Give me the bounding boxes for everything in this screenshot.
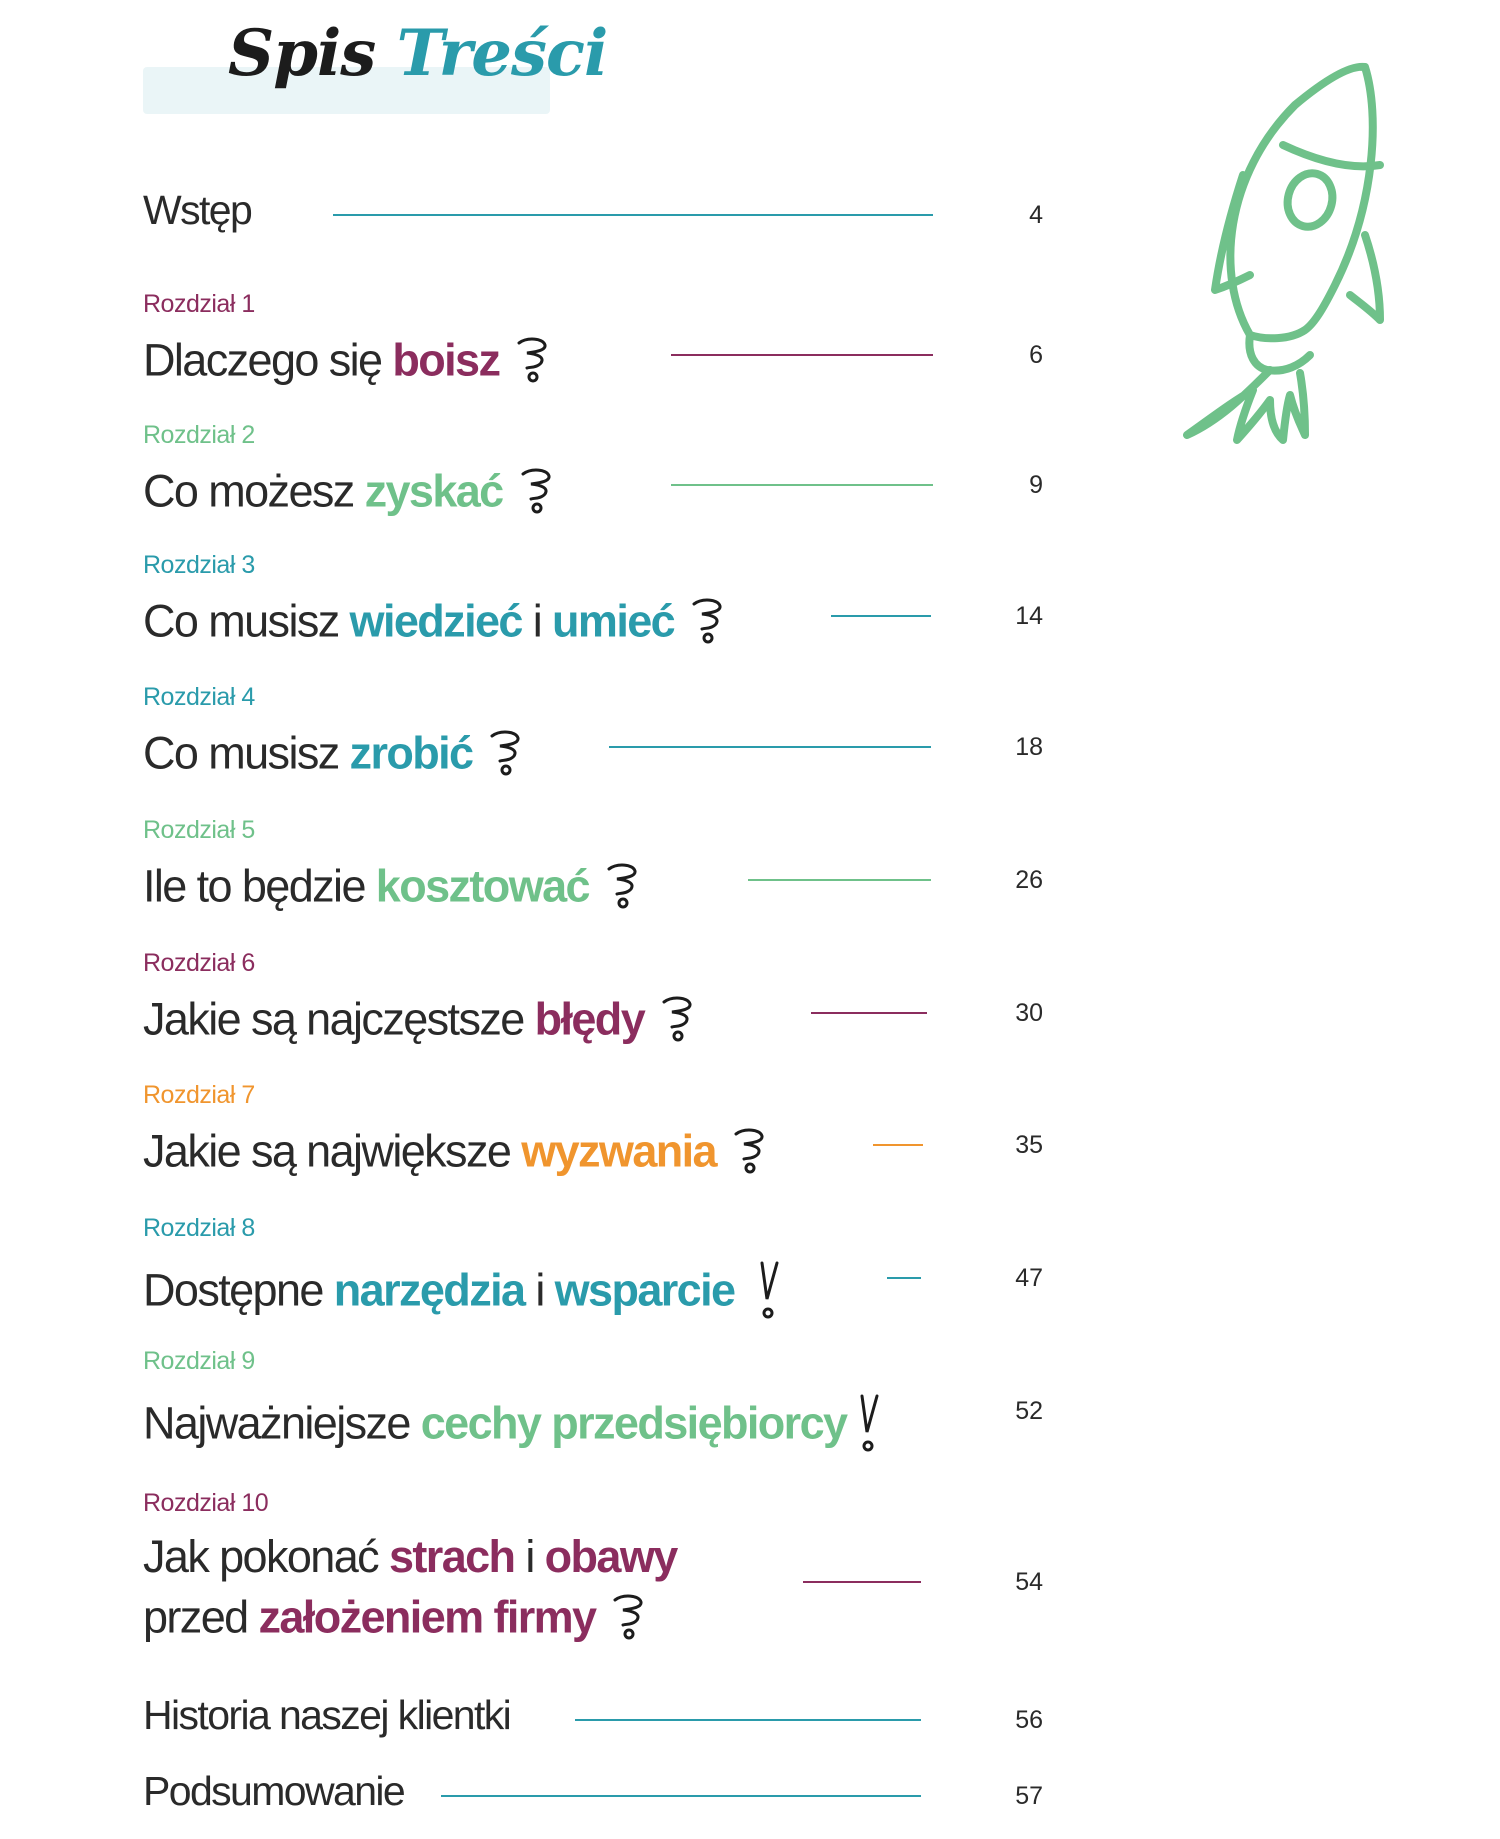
chapter-label: Rozdział 4 (143, 683, 255, 711)
toc-entry-chapter-10[interactable]: Rozdział 10 Jak pokonać strach i obawy p… (143, 1484, 1043, 1654)
page-number: 54 (1015, 1568, 1043, 1596)
entry-title: Dostępne narzędzia i wsparcie (143, 1259, 782, 1328)
entry-title: Jakie są najczęstsze błędy (143, 994, 698, 1051)
question-mark-icon (517, 466, 557, 523)
page-number: 56 (1015, 1706, 1043, 1734)
page-number: 18 (1015, 733, 1043, 761)
exclamation-mark-icon (758, 1259, 782, 1328)
entry-title: Wstęp (143, 187, 253, 233)
question-mark-icon (658, 994, 698, 1051)
entry-title: Dlaczego się boisz (143, 335, 553, 392)
question-mark-icon (513, 335, 553, 392)
entry-title-line-1: Jak pokonać strach i obawy (143, 1531, 678, 1582)
chapter-label: Rozdział 3 (143, 551, 255, 579)
entry-title: Jakie są największe wyzwania (143, 1126, 770, 1183)
chapter-label: Rozdział 1 (143, 290, 255, 318)
leader-line (333, 214, 933, 216)
toc-entry-chapter-9[interactable]: Rozdział 9 Najważniejsze cechy przedsięb… (143, 1342, 1043, 1452)
entry-title-line-2: przed założeniem firmy (143, 1592, 649, 1649)
toc-entry-chapter-5[interactable]: Rozdział 5 Ile to będzie kosztować 26 (143, 811, 1043, 921)
chapter-label: Rozdział 8 (143, 1214, 255, 1242)
toc-entry-client-story[interactable]: Historia naszej klientki 56 (143, 1690, 1043, 1750)
entry-title: Co musisz zrobić (143, 728, 526, 785)
page-title: Spis Treści (228, 16, 608, 91)
leader-line (803, 1581, 921, 1583)
toc-entry-chapter-2[interactable]: Rozdział 2 Co możesz zyskać 9 (143, 416, 1043, 526)
question-mark-icon (688, 596, 728, 653)
entry-title: Podsumowanie (143, 1768, 406, 1814)
chapter-label: Rozdział 7 (143, 1081, 255, 1109)
leader-line (575, 1719, 921, 1721)
toc-entry-chapter-4[interactable]: Rozdział 4 Co musisz zrobić 18 (143, 678, 1043, 788)
entry-title: Historia naszej klientki (143, 1692, 512, 1738)
question-mark-icon (486, 728, 526, 785)
leader-line (873, 1144, 923, 1146)
toc-entry-intro[interactable]: Wstęp 4 (143, 185, 1043, 245)
entry-title: Co musisz wiedzieć i umieć (143, 596, 728, 653)
rocket-icon (1183, 62, 1384, 444)
exclamation-mark-icon (858, 1392, 882, 1461)
toc-entry-chapter-3[interactable]: Rozdział 3 Co musisz wiedzieć i umieć 14 (143, 546, 1043, 656)
chapter-label: Rozdział 9 (143, 1347, 255, 1375)
chapter-label: Rozdział 6 (143, 949, 255, 977)
page-number: 6 (1029, 341, 1043, 369)
toc-entry-chapter-1[interactable]: Rozdział 1 Dlaczego się boisz 6 (143, 285, 1043, 395)
page-number: 35 (1015, 1131, 1043, 1159)
page-number: 14 (1015, 602, 1043, 630)
chapter-label: Rozdział 5 (143, 816, 255, 844)
header-band (143, 67, 550, 114)
page-number: 30 (1015, 999, 1043, 1027)
toc-entry-chapter-7[interactable]: Rozdział 7 Jakie są największe wyzwania … (143, 1076, 1043, 1186)
leader-line (811, 1012, 927, 1014)
question-mark-icon (730, 1126, 770, 1183)
page-number: 57 (1015, 1782, 1043, 1810)
leader-line (831, 615, 931, 617)
leader-line (748, 879, 931, 881)
leader-line (609, 746, 931, 748)
toc-entry-summary[interactable]: Podsumowanie 57 (143, 1766, 1043, 1826)
toc-entry-chapter-8[interactable]: Rozdział 8 Dostępne narzędzia i wsparcie… (143, 1209, 1043, 1319)
leader-line (887, 1277, 921, 1279)
page-number: 47 (1015, 1264, 1043, 1292)
entry-title: Co możesz zyskać (143, 466, 557, 523)
leader-line (671, 484, 933, 486)
leader-line (441, 1795, 921, 1797)
page-number: 26 (1015, 866, 1043, 894)
chapter-label: Rozdział 10 (143, 1489, 269, 1517)
leader-line (671, 354, 933, 356)
page-number: 9 (1029, 471, 1043, 499)
page-number: 52 (1015, 1397, 1043, 1425)
page-number: 4 (1029, 201, 1043, 229)
question-mark-icon (603, 861, 643, 918)
entry-title: Ile to będzie kosztować (143, 861, 643, 918)
toc-entry-chapter-6[interactable]: Rozdział 6 Jakie są najczęstsze błędy 30 (143, 944, 1043, 1054)
entry-title: Najważniejsze cechy przedsiębiorcy (143, 1392, 882, 1461)
question-mark-icon (609, 1592, 649, 1649)
chapter-label: Rozdział 2 (143, 421, 255, 449)
